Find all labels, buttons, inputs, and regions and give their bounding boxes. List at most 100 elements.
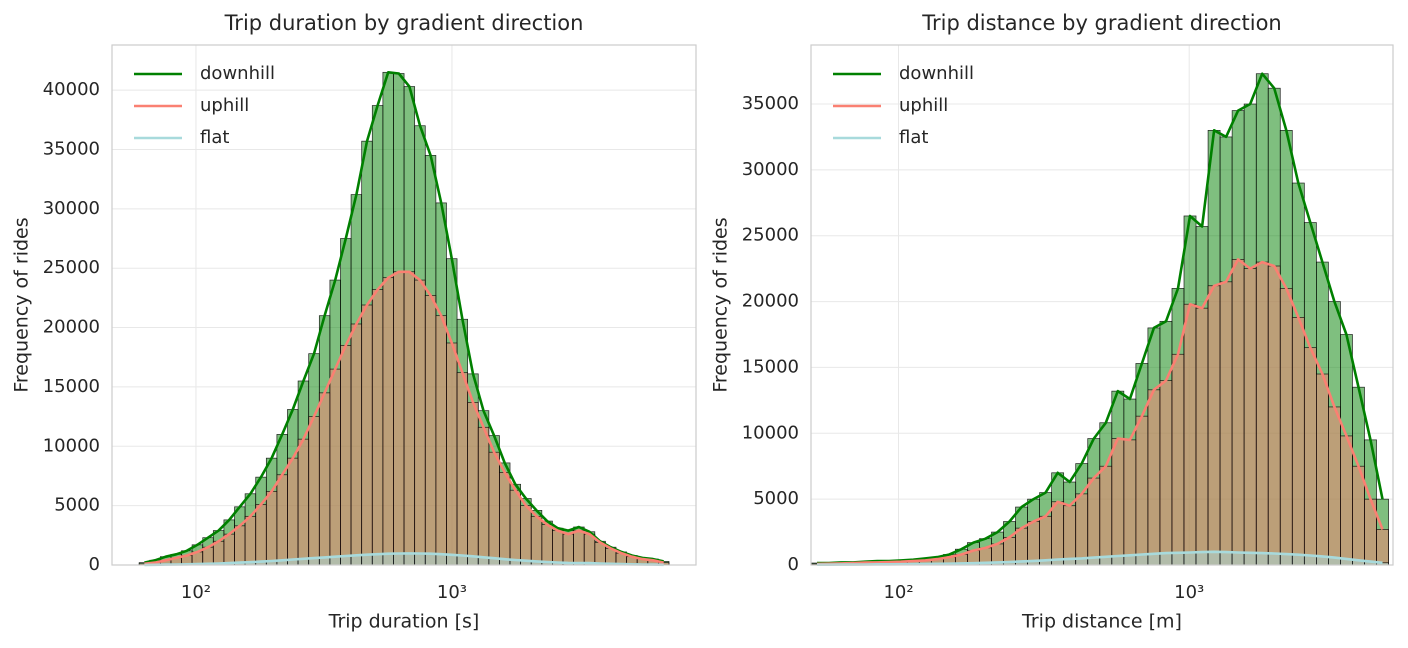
bar bbox=[1207, 285, 1221, 566]
bar bbox=[1063, 505, 1077, 566]
chart-title: Trip distance by gradient direction bbox=[921, 11, 1281, 35]
bar bbox=[1231, 552, 1245, 566]
bar bbox=[1207, 551, 1221, 566]
bar bbox=[1039, 515, 1053, 566]
bar bbox=[1135, 415, 1149, 566]
bar bbox=[1316, 373, 1329, 566]
y-tick-label: 20000 bbox=[43, 317, 100, 338]
axes-frame bbox=[111, 44, 697, 566]
bar bbox=[265, 491, 278, 566]
bar bbox=[287, 457, 299, 566]
y-tick-label: 15000 bbox=[43, 376, 100, 397]
legend-label: uphill bbox=[899, 95, 948, 116]
bar bbox=[1027, 521, 1040, 566]
series-line bbox=[817, 550, 1383, 567]
bar bbox=[1267, 265, 1281, 566]
bar bbox=[1147, 389, 1161, 566]
bar bbox=[255, 504, 267, 566]
bar bbox=[234, 525, 246, 566]
bar bbox=[1123, 439, 1137, 566]
bar bbox=[1267, 553, 1281, 566]
bar bbox=[541, 524, 553, 566]
bar bbox=[403, 553, 416, 566]
bar bbox=[1243, 552, 1257, 566]
bar bbox=[446, 342, 458, 566]
y-tick-label: 25000 bbox=[742, 225, 799, 246]
bar bbox=[1183, 552, 1197, 566]
bar bbox=[1255, 552, 1269, 566]
bar bbox=[223, 533, 235, 566]
bar bbox=[552, 530, 564, 566]
series-line bbox=[144, 552, 664, 567]
bar bbox=[414, 553, 426, 566]
bar bbox=[1219, 551, 1233, 566]
y-tick-label: 35000 bbox=[742, 93, 799, 114]
series-line bbox=[144, 270, 664, 566]
panel: 0 5000 10000 15000 20000 25000 30000 35000 10² 10… bbox=[710, 11, 1394, 633]
bar bbox=[371, 553, 384, 566]
bar bbox=[1159, 552, 1173, 566]
y-tick-label: 10000 bbox=[742, 422, 799, 443]
bar bbox=[1219, 281, 1233, 566]
bar bbox=[318, 392, 331, 566]
bar bbox=[297, 438, 310, 566]
bar bbox=[382, 277, 394, 566]
y-axis-label: Frequency of rides bbox=[11, 217, 33, 392]
bar bbox=[393, 553, 405, 566]
y-tick-label: 30000 bbox=[43, 198, 100, 219]
bar bbox=[371, 289, 384, 566]
y-tick-label: 40000 bbox=[43, 79, 100, 100]
x-axis-label: Trip duration [s] bbox=[328, 611, 480, 633]
bar bbox=[1171, 552, 1185, 566]
legend-label: downhill bbox=[200, 63, 275, 84]
bar bbox=[1376, 529, 1389, 566]
bar bbox=[435, 553, 447, 566]
bar bbox=[1255, 261, 1269, 566]
y-tick-label: 25000 bbox=[43, 257, 100, 278]
bar bbox=[477, 426, 490, 566]
bar bbox=[1159, 380, 1173, 566]
legend-label: downhill bbox=[899, 63, 974, 84]
x-axis-label: Trip distance [m] bbox=[1021, 611, 1182, 633]
bar bbox=[1195, 551, 1209, 566]
bar bbox=[329, 368, 341, 566]
bar bbox=[424, 553, 437, 566]
series-line bbox=[816, 258, 1384, 566]
bar bbox=[1231, 259, 1245, 566]
bar bbox=[403, 271, 416, 566]
bar bbox=[530, 515, 543, 566]
y-tick-label: 20000 bbox=[742, 291, 799, 312]
legend-label: flat bbox=[899, 127, 928, 148]
y-tick-label: 15000 bbox=[742, 356, 799, 377]
y-tick-label: 5000 bbox=[54, 495, 100, 516]
bar bbox=[488, 451, 500, 566]
bar bbox=[1111, 438, 1125, 566]
bar bbox=[350, 323, 363, 566]
x-tick-label: 10² bbox=[883, 582, 913, 603]
bar bbox=[361, 304, 373, 566]
bar bbox=[1303, 347, 1317, 566]
bar bbox=[1015, 527, 1028, 566]
y-tick-label: 30000 bbox=[742, 159, 799, 180]
x-tick-label: 10³ bbox=[1174, 582, 1204, 603]
y-tick-label: 0 bbox=[788, 554, 799, 575]
bar bbox=[520, 505, 532, 566]
x-tick-label: 10² bbox=[181, 582, 211, 603]
bar bbox=[1183, 303, 1197, 566]
bar bbox=[414, 279, 426, 566]
bar bbox=[573, 530, 585, 566]
bar bbox=[393, 271, 405, 566]
x-tick-label: 10³ bbox=[437, 582, 467, 603]
y-tick-label: 0 bbox=[89, 554, 100, 575]
bar bbox=[1340, 435, 1353, 566]
bar bbox=[340, 345, 352, 566]
bar bbox=[583, 533, 596, 566]
bar bbox=[435, 315, 447, 566]
y-tick-label: 10000 bbox=[43, 435, 100, 456]
bar bbox=[308, 416, 320, 566]
panel: 0 5000 10000 15000 20000 25000 30000 35000 40000… bbox=[11, 11, 697, 633]
y-tick-label: 35000 bbox=[43, 138, 100, 159]
bar bbox=[361, 554, 373, 566]
bar bbox=[1291, 317, 1305, 566]
